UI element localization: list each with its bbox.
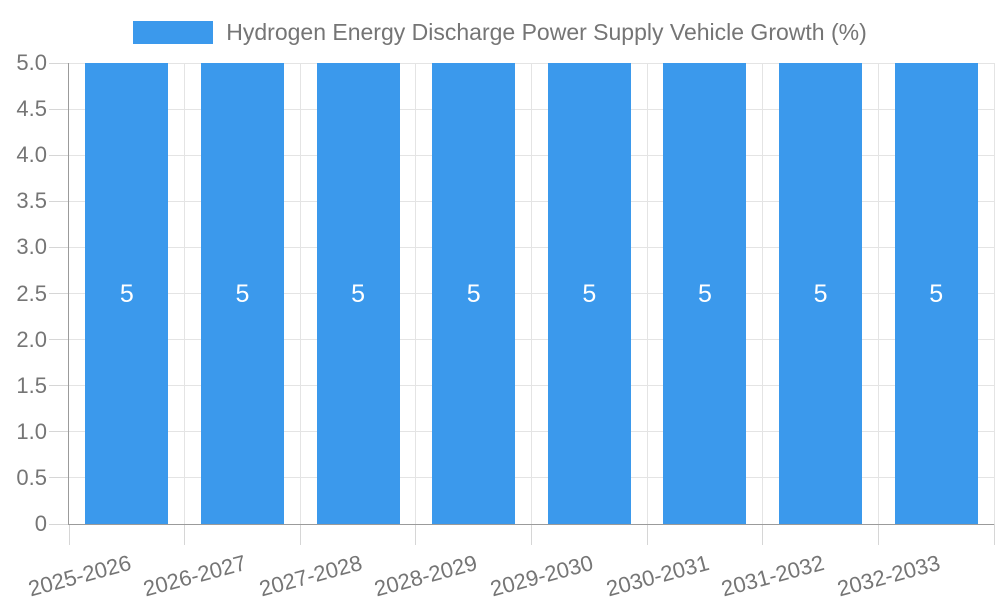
x-axis-tick	[415, 524, 417, 545]
bar[interactable]	[779, 63, 863, 524]
y-axis-tick-label: 0.5	[16, 464, 47, 490]
y-axis-tick-label: 1.0	[16, 418, 47, 444]
bar[interactable]	[85, 63, 169, 524]
y-axis-tick-label: 3.0	[16, 234, 47, 260]
gridline-vertical	[993, 63, 995, 524]
x-axis-category-label: 2031-2032	[718, 550, 828, 600]
x-axis-category-label: 2032-2033	[834, 550, 943, 600]
y-axis-tick-label: 0	[34, 511, 47, 536]
x-axis-tick	[299, 524, 301, 545]
bar-value-label: 5	[813, 279, 828, 308]
bar[interactable]	[894, 63, 978, 524]
y-axis-tick	[49, 200, 69, 202]
gridline-vertical	[877, 63, 879, 524]
x-axis-tick	[762, 524, 764, 545]
y-axis-tick-label: 4.5	[16, 96, 47, 122]
gridline-vertical	[299, 63, 301, 524]
y-axis-tick-label: 2.5	[16, 280, 47, 306]
bar-value-label: 5	[697, 279, 712, 308]
gridline-vertical	[762, 63, 764, 524]
y-axis-tick	[49, 523, 69, 525]
y-axis-tick	[49, 246, 69, 248]
chart-legend[interactable]: Hydrogen Energy Discharge Power Supply V…	[0, 19, 1000, 47]
gridline-vertical	[531, 63, 532, 524]
bar-value-label: 5	[466, 279, 481, 308]
x-axis-tick	[531, 524, 532, 545]
y-axis-tick	[49, 339, 69, 341]
bar-value-label: 5	[582, 279, 597, 308]
bar-value-label: 5	[235, 279, 250, 308]
y-axis-tick-label: 4.0	[16, 142, 47, 168]
bar[interactable]	[547, 63, 631, 524]
bar-value-label: 5	[119, 279, 134, 308]
y-axis-tick	[49, 431, 69, 433]
y-axis-tick-label: 2.0	[16, 326, 47, 352]
gridline-vertical	[415, 63, 417, 524]
x-axis-tick	[184, 524, 186, 545]
x-axis-tick	[877, 524, 879, 545]
x-axis-category-label: 2025-2026	[25, 550, 134, 600]
gridline-vertical	[646, 63, 648, 524]
x-axis-tick	[993, 524, 995, 545]
bar[interactable]	[200, 63, 284, 524]
y-axis-tick-label: 3.5	[16, 188, 47, 214]
y-axis-tick	[49, 154, 69, 156]
y-axis-tick	[49, 385, 69, 387]
x-axis-category-label: 2029-2030	[487, 550, 596, 600]
bar[interactable]	[663, 63, 747, 524]
y-axis-tick	[49, 477, 69, 479]
x-axis-line	[68, 524, 994, 525]
x-axis-category-label: 2030-2031	[603, 550, 712, 600]
x-axis-category-label: 2026-2027	[140, 550, 249, 600]
y-axis-tick	[49, 108, 69, 110]
y-axis-tick	[49, 293, 69, 294]
x-axis-category-label: 2028-2029	[372, 550, 481, 600]
gridline-vertical	[184, 63, 186, 524]
y-axis-tick	[49, 62, 69, 64]
x-axis-tick	[646, 524, 648, 545]
x-axis-tick	[68, 524, 70, 545]
bar[interactable]	[316, 63, 400, 524]
x-axis-category-label: 2027-2028	[256, 550, 365, 600]
bar-value-label: 5	[351, 279, 366, 308]
y-axis-line	[68, 63, 69, 525]
legend-label: Hydrogen Energy Discharge Power Supply V…	[226, 19, 867, 45]
bar-value-label: 5	[929, 279, 944, 308]
bar[interactable]	[432, 63, 516, 524]
y-axis-tick-label: 1.5	[16, 372, 47, 398]
y-axis-tick-label: 5.0	[16, 50, 47, 75]
legend-swatch	[133, 21, 214, 45]
